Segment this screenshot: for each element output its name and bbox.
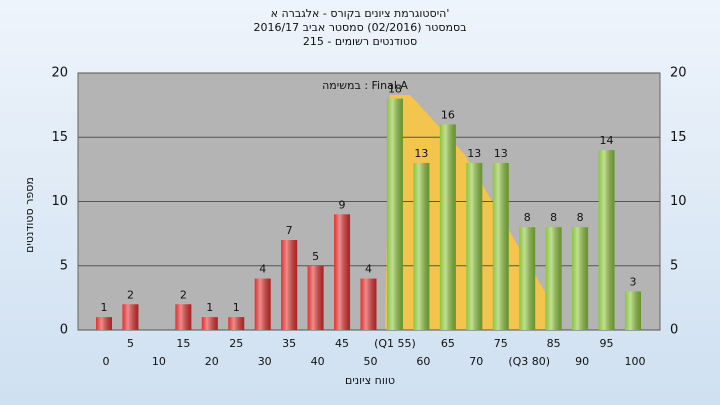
x-tick-label: 15 [176,337,190,350]
y-tick-label: 5 [60,258,68,273]
y-tick-label: 10 [51,194,68,209]
value-label: 14 [600,134,614,147]
x-tick-label: 85 [547,337,561,350]
y-axis-label: מספר סטודנטים [23,177,36,253]
value-label: 2 [180,288,187,301]
annotation: במשימה : Final A [322,79,408,92]
value-label: 8 [577,211,584,224]
value-label: 13 [414,147,428,160]
x-tick-label: 20 [205,355,219,368]
bar-shine [307,265,324,330]
x-tick-label: 50 [364,355,378,368]
y2-tick-label: 10 [670,194,687,209]
value-label: 1 [233,301,240,314]
value-label: 16 [441,108,455,121]
bar-shine [360,278,377,330]
y2-tick-label: 20 [670,66,687,81]
bar-shine [334,214,351,330]
value-label: 8 [524,211,531,224]
x-tick-label: 45 [335,337,349,350]
bar-shine [281,240,298,330]
chart-subtitle: סטודנטים רשומים - 215 [303,35,417,48]
bar-shine [254,278,271,330]
value-label: 8 [550,211,557,224]
bar-shine [598,150,615,330]
y-tick-label: 20 [51,66,68,81]
value-label: 9 [339,198,346,211]
value-label: 7 [286,224,293,237]
x-tick-label: 90 [575,355,589,368]
x-axis-label: טווח ציונים [345,374,395,387]
x-tick-label: 75 [494,337,508,350]
x-tick-label: 40 [311,355,325,368]
bar-shine [492,162,509,330]
bar-shine [386,98,403,330]
bar-shine [122,304,139,330]
value-label: 1 [206,301,213,314]
bar-shine [439,124,456,331]
bar-shine [413,162,430,330]
value-label: 2 [127,288,134,301]
chart-subtitle: בסמסטר (02/2016) סמסטר אביב 2016/17 [253,21,466,34]
bar-shine [228,317,245,330]
bar-shine [175,304,192,330]
y-tick-label: 15 [51,130,68,145]
x-tick-label: 65 [441,337,455,350]
x-tick-label: 5 [127,337,134,350]
x-tick-label: 10 [152,355,166,368]
x-tick-label: 30 [258,355,272,368]
x-tick-label: 60 [416,355,430,368]
bar-shine [625,291,641,330]
x-tick-label: 25 [229,337,243,350]
y-tick-label: 0 [60,323,68,338]
value-label: 18 [388,83,402,96]
value-label: 4 [259,263,266,276]
bar-shine [201,317,218,330]
y2-tick-label: 0 [670,323,678,338]
value-label: 5 [312,250,319,263]
value-label: 13 [494,147,508,160]
value-label: 13 [467,147,481,160]
y2-tick-label: 5 [670,258,678,273]
value-label: 4 [365,263,372,276]
chart-title: היסטוגרמת ציונים בקורס - אלגברה א' [271,7,450,20]
bar-shine [545,227,562,330]
value-label: 3 [630,275,637,288]
bar-shine [96,317,112,330]
x-tick-label: 100 [625,355,646,368]
x-tick-label: 0 [103,355,110,368]
x-tick-label: (Q3 80) [508,355,550,368]
bar-shine [466,162,483,330]
bar-shine [572,227,589,330]
value-label: 1 [101,301,108,314]
x-tick-label: 95 [600,337,614,350]
x-tick-label: (Q1 55) [374,337,416,350]
x-tick-label: 35 [282,337,296,350]
x-tick-label: 70 [469,355,483,368]
bar-shine [519,227,536,330]
y2-tick-label: 15 [670,130,687,145]
